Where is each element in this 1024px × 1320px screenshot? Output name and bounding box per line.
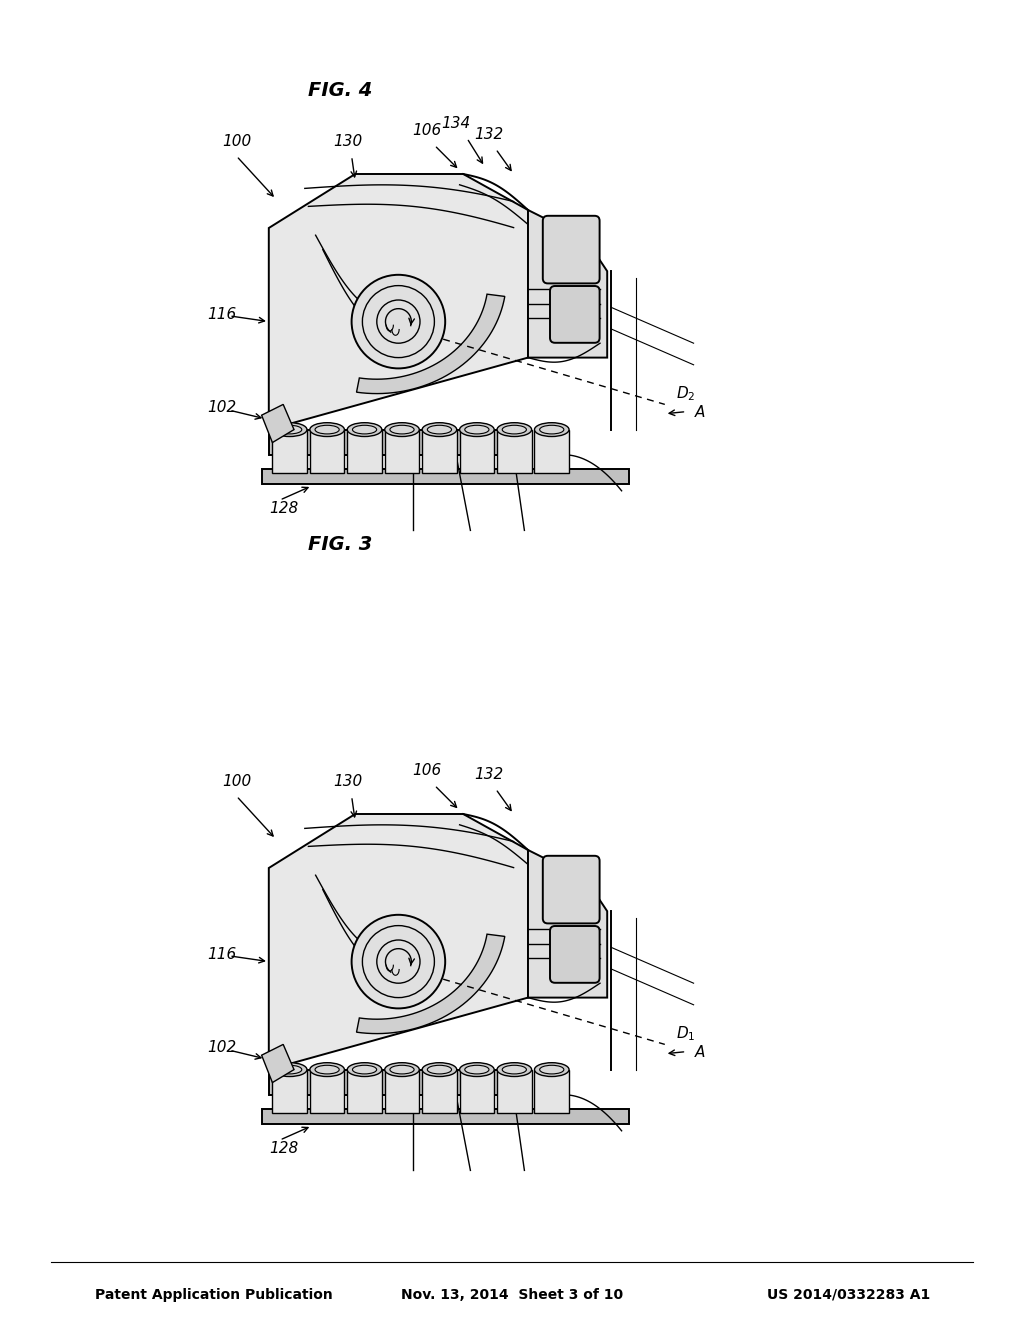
Ellipse shape — [352, 1065, 377, 1074]
Ellipse shape — [422, 422, 457, 437]
Polygon shape — [528, 210, 607, 358]
Ellipse shape — [497, 422, 531, 437]
Text: 134: 134 — [441, 116, 471, 131]
Ellipse shape — [390, 1065, 414, 1074]
Circle shape — [351, 915, 445, 1008]
Polygon shape — [310, 429, 344, 473]
Text: 116: 116 — [208, 306, 237, 322]
Text: 128: 128 — [268, 502, 298, 516]
Ellipse shape — [272, 1063, 307, 1077]
Ellipse shape — [390, 425, 414, 434]
Ellipse shape — [535, 422, 569, 437]
Ellipse shape — [385, 422, 419, 437]
Ellipse shape — [427, 1065, 452, 1074]
Text: 128: 128 — [268, 1142, 298, 1156]
Polygon shape — [261, 1044, 294, 1082]
Ellipse shape — [540, 1065, 564, 1074]
Polygon shape — [356, 935, 505, 1034]
Ellipse shape — [315, 425, 339, 434]
Text: FIG. 4: FIG. 4 — [308, 81, 372, 99]
FancyBboxPatch shape — [550, 927, 600, 983]
Text: 102: 102 — [208, 1040, 237, 1056]
Polygon shape — [347, 1069, 382, 1113]
FancyBboxPatch shape — [543, 855, 600, 924]
Text: 116: 116 — [208, 946, 237, 962]
Text: 102: 102 — [208, 400, 237, 416]
Text: Nov. 13, 2014  Sheet 3 of 10: Nov. 13, 2014 Sheet 3 of 10 — [401, 1288, 623, 1302]
Ellipse shape — [502, 1065, 526, 1074]
Ellipse shape — [278, 425, 302, 434]
Ellipse shape — [427, 425, 452, 434]
Text: US 2014/0332283 A1: US 2014/0332283 A1 — [767, 1288, 930, 1302]
Ellipse shape — [502, 425, 526, 434]
Ellipse shape — [385, 1063, 419, 1077]
Polygon shape — [535, 1069, 569, 1113]
Text: $A$: $A$ — [693, 1044, 706, 1060]
Ellipse shape — [347, 422, 382, 437]
Text: 100: 100 — [222, 774, 251, 789]
Polygon shape — [422, 429, 457, 473]
Polygon shape — [268, 429, 528, 455]
Polygon shape — [535, 429, 569, 473]
Ellipse shape — [465, 1065, 489, 1074]
Polygon shape — [385, 429, 419, 473]
Ellipse shape — [422, 1063, 457, 1077]
Polygon shape — [356, 294, 505, 393]
Polygon shape — [347, 429, 382, 473]
Polygon shape — [268, 174, 528, 429]
Polygon shape — [385, 1069, 419, 1113]
Polygon shape — [272, 1069, 307, 1113]
Polygon shape — [268, 1069, 528, 1094]
FancyBboxPatch shape — [543, 215, 600, 284]
Text: 106: 106 — [413, 763, 441, 777]
Ellipse shape — [535, 1063, 569, 1077]
Text: $A$: $A$ — [693, 404, 706, 420]
Polygon shape — [497, 1069, 531, 1113]
Text: 130: 130 — [334, 774, 362, 789]
Text: 130: 130 — [334, 133, 362, 149]
Polygon shape — [460, 1069, 495, 1113]
Polygon shape — [261, 404, 294, 442]
Ellipse shape — [460, 422, 495, 437]
Text: 132: 132 — [474, 127, 503, 141]
Text: 106: 106 — [413, 123, 441, 139]
Text: 132: 132 — [474, 767, 503, 781]
Polygon shape — [497, 429, 531, 473]
Polygon shape — [422, 1069, 457, 1113]
Polygon shape — [261, 1109, 629, 1123]
Circle shape — [351, 275, 445, 368]
Polygon shape — [261, 469, 629, 483]
Ellipse shape — [352, 425, 377, 434]
Polygon shape — [268, 814, 528, 1069]
Text: $D_1$: $D_1$ — [676, 1024, 695, 1043]
Ellipse shape — [310, 1063, 344, 1077]
Ellipse shape — [310, 422, 344, 437]
Ellipse shape — [347, 1063, 382, 1077]
Polygon shape — [272, 429, 307, 473]
Ellipse shape — [278, 1065, 302, 1074]
Polygon shape — [460, 429, 495, 473]
Ellipse shape — [460, 1063, 495, 1077]
Ellipse shape — [540, 425, 564, 434]
Text: $D_2$: $D_2$ — [676, 384, 695, 403]
FancyBboxPatch shape — [550, 286, 600, 343]
Polygon shape — [528, 850, 607, 998]
Text: 100: 100 — [222, 133, 251, 149]
Ellipse shape — [465, 425, 489, 434]
Ellipse shape — [315, 1065, 339, 1074]
Polygon shape — [310, 1069, 344, 1113]
Text: Patent Application Publication: Patent Application Publication — [95, 1288, 333, 1302]
Ellipse shape — [272, 422, 307, 437]
Text: FIG. 3: FIG. 3 — [308, 536, 372, 554]
Ellipse shape — [497, 1063, 531, 1077]
